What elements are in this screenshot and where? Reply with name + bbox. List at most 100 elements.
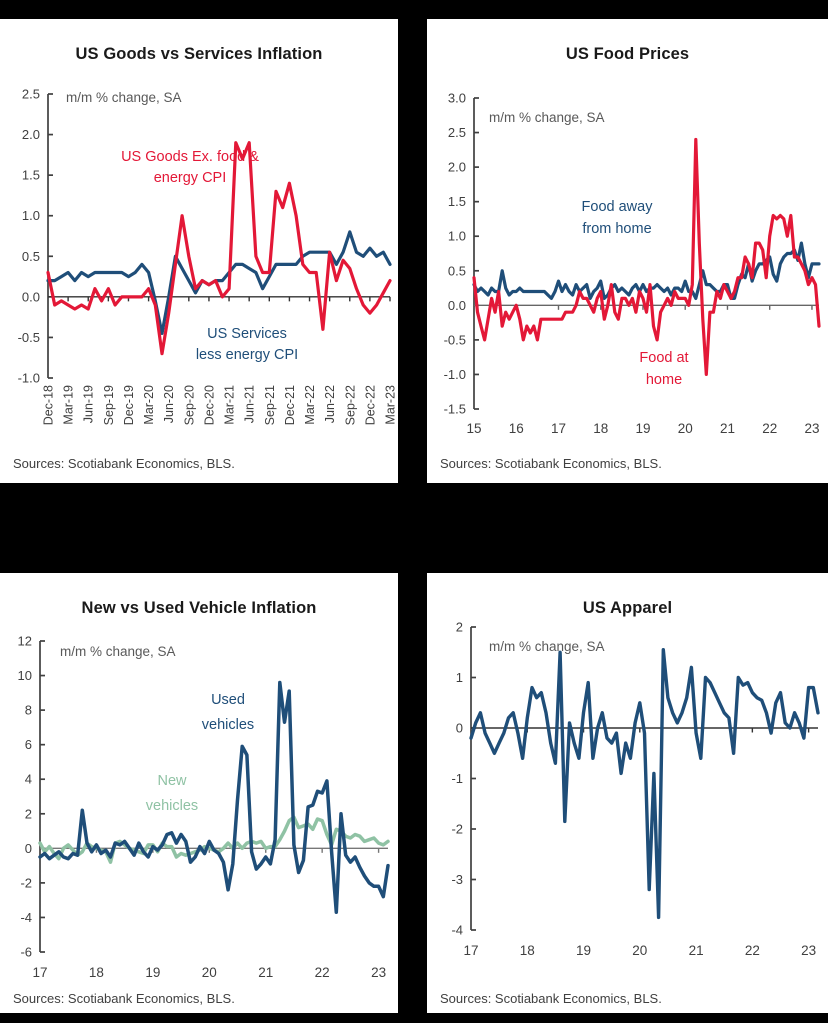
y-tick-label: -4 xyxy=(451,923,463,938)
series-label-0: New vehicles xyxy=(146,773,198,814)
x-tick-label: Sep-20 xyxy=(182,385,196,425)
x-axis-labels: 17 18 19 20 21 22 23 xyxy=(463,943,816,958)
svg-text:less energy CPI: less energy CPI xyxy=(196,347,298,363)
x-tick-label: 17 xyxy=(551,421,566,436)
y-tick-label: -0.5 xyxy=(444,332,466,347)
y-tick-label: 0 xyxy=(25,841,32,856)
series-line-0 xyxy=(472,241,821,300)
y-tick-label: -1.0 xyxy=(444,367,466,382)
chart-title: New vs Used Vehicle Inflation xyxy=(81,599,317,617)
y-tick-label: 1.5 xyxy=(448,194,466,209)
x-tick-label: 20 xyxy=(678,421,693,436)
y-tick-label: 0.5 xyxy=(448,263,466,278)
x-tick-label: 21 xyxy=(720,421,735,436)
x-tick-label: 15 xyxy=(466,421,481,436)
chart-title: US Goods vs Services Inflation xyxy=(75,45,323,63)
x-tick-label: 22 xyxy=(315,965,330,980)
x-tick-label: 19 xyxy=(145,965,160,980)
x-tick-label: 23 xyxy=(804,421,819,436)
y-tick-label: 2.0 xyxy=(448,160,466,175)
y-tick-label: 3.0 xyxy=(448,91,466,106)
y-tick-label: 12 xyxy=(18,634,32,649)
y-tick-label: 1.5 xyxy=(22,168,40,183)
y-tick-label: 8 xyxy=(25,703,32,718)
x-tick-label: Jun-20 xyxy=(162,385,176,423)
source-note: Sources: Scotiabank Economics, BLS. xyxy=(440,991,662,1006)
y-tick-label: 0 xyxy=(456,721,463,736)
x-tick-label: Jun-19 xyxy=(82,385,96,423)
y-tick-label: -0.5 xyxy=(18,330,40,345)
units-annotation: m/m % change, SA xyxy=(66,90,182,105)
x-tick-label: 21 xyxy=(258,965,273,980)
x-tick-label: Mar-23 xyxy=(384,385,398,425)
x-tick-label: Dec-19 xyxy=(122,385,136,425)
x-tick-label: 17 xyxy=(32,965,47,980)
svg-text:vehicles: vehicles xyxy=(146,798,198,814)
y-tick-label: 1.0 xyxy=(22,208,40,223)
y-axis: -1.5 -1.0 -0.5 0.0 0.5 1.0 1.5 2.0 2.5 3.0 xyxy=(444,91,479,417)
y-tick-label: -2 xyxy=(20,875,32,890)
series-line-0 xyxy=(38,815,390,864)
series-line-0 xyxy=(46,230,392,335)
series-line-1 xyxy=(472,137,821,376)
x-tick-label: Dec-18 xyxy=(42,385,56,425)
x-tick-label: 20 xyxy=(202,965,217,980)
x-tick-label: 18 xyxy=(520,943,535,958)
y-tick-label: 2.5 xyxy=(22,87,40,102)
x-tick-label: 17 xyxy=(463,943,478,958)
units-annotation: m/m % change, SA xyxy=(489,110,605,125)
y-tick-label: 2 xyxy=(25,806,32,821)
units-annotation: m/m % change, SA xyxy=(489,639,605,654)
chart-card-new-vs-used-vehicle-inflation: New vs Used Vehicle Inflation -6 -4 -2 0 2 4 6… xyxy=(0,573,398,1013)
x-axis-labels: Dec-18 Mar-19 Jun-19 Sep-19 Dec-19 Mar-20 Jun-… xyxy=(42,385,398,425)
series-label-0: Food away from home xyxy=(582,199,654,237)
source-note: Sources: Scotiabank Economics, BLS. xyxy=(13,991,235,1006)
y-tick-label: 0.0 xyxy=(448,298,466,313)
x-tick-label: Jun-21 xyxy=(243,385,257,423)
x-tick-label: 19 xyxy=(576,943,591,958)
y-tick-label: 1.0 xyxy=(448,229,466,244)
x-tick-label: 18 xyxy=(593,421,608,436)
x-tick-label: Mar-21 xyxy=(223,385,237,425)
y-axis: -1.0 -0.5 0.0 0.5 1.0 1.5 2.0 2.5 xyxy=(18,87,53,386)
x-tick-label: Mar-22 xyxy=(303,385,317,425)
x-tick-label: Mar-20 xyxy=(142,385,156,425)
svg-text:energy CPI: energy CPI xyxy=(154,170,227,186)
svg-text:US Services: US Services xyxy=(207,326,287,342)
y-tick-label: -1.5 xyxy=(444,402,466,417)
x-tick-label: 21 xyxy=(689,943,704,958)
y-tick-label: -3 xyxy=(451,872,463,887)
x-tick-label: 20 xyxy=(632,943,647,958)
source-note: Sources: Scotiabank Economics, BLS. xyxy=(440,456,662,471)
series-line-1 xyxy=(38,680,390,915)
series-label-1: Food at home xyxy=(639,350,688,388)
source-note: Sources: Scotiabank Economics, BLS. xyxy=(13,456,235,471)
x-tick-label: Sep-22 xyxy=(343,385,357,425)
series-line-1 xyxy=(46,141,392,356)
series-label-1: US Goods Ex. food & energy CPI xyxy=(121,149,259,186)
x-tick-label: Dec-21 xyxy=(283,385,297,425)
svg-text:US Goods Ex. food &: US Goods Ex. food & xyxy=(121,149,259,165)
y-tick-label: -4 xyxy=(20,910,32,925)
us-apparel-chart-canvas: -4 -3 -2 -1 0 1 2 17 18 19 20 21 22 23 m/m % change, S… xyxy=(451,620,820,958)
y-axis: -6 -4 -2 0 2 4 6 8 10 12 xyxy=(18,634,45,960)
x-axis-labels: 17 18 19 20 21 22 23 xyxy=(32,965,386,980)
y-tick-label: 0.5 xyxy=(22,249,40,264)
chart-card-goods-vs-services-inflation: US Goods vs Services Inflation -1.0 -0.5 0… xyxy=(0,19,398,483)
svg-text:Used: Used xyxy=(211,692,245,708)
svg-text:Food away: Food away xyxy=(582,199,654,215)
y-axis: -4 -3 -2 -1 0 1 2 xyxy=(451,620,476,938)
svg-text:from home: from home xyxy=(582,221,651,237)
y-tick-label: 2 xyxy=(456,620,463,635)
x-axis-labels: 15 16 17 18 19 20 21 22 23 xyxy=(466,421,819,436)
y-tick-label: 10 xyxy=(18,668,32,683)
x-tick-label: Jun-22 xyxy=(323,385,337,423)
y-tick-label: 2.0 xyxy=(22,127,40,142)
y-tick-label: 0.0 xyxy=(22,289,40,304)
units-annotation: m/m % change, SA xyxy=(60,644,176,659)
series-label-0: US Services less energy CPI xyxy=(196,326,298,363)
goods-vs-services-chart-canvas: -1.0 -0.5 0.0 0.5 1.0 1.5 2.0 2.5 Dec-18 Mar-19 Ju… xyxy=(18,87,398,426)
vehicle-inflation-chart-canvas: -6 -4 -2 0 2 4 6 8 10 12 17 18 19 20 21 22 23 m/m % chang… xyxy=(18,634,390,980)
x-tick-label: Dec-22 xyxy=(363,385,377,425)
